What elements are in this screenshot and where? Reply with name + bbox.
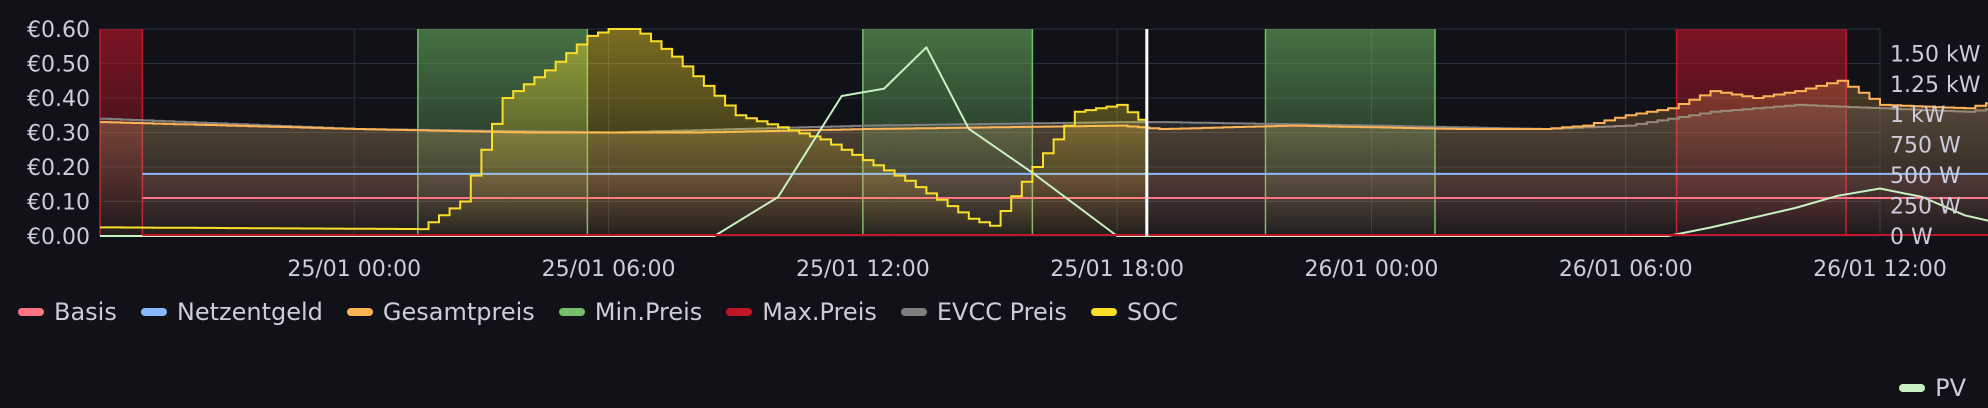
swatch-min-preis xyxy=(558,308,585,316)
y-right-tick-label: 250 W xyxy=(1890,195,1961,220)
swatch-max-preis xyxy=(726,308,753,316)
x-tick-label: 25/01 00:00 xyxy=(287,257,421,282)
y-left-tick-label: €0.10 xyxy=(27,191,90,216)
legend-pv[interactable]: PV xyxy=(1899,374,1966,402)
y-left-tick-label: €0.30 xyxy=(27,122,90,147)
swatch-basis xyxy=(18,308,44,316)
legend: Basis Netzentgeld Gesamtpreis Min.Preis … xyxy=(18,298,1178,326)
legend-label-evcc-preis: EVCC Preis xyxy=(936,298,1067,326)
swatch-netzentgeld xyxy=(140,308,167,316)
legend-label-min-preis: Min.Preis xyxy=(594,298,703,326)
y-left-tick-label: €0.20 xyxy=(27,156,90,181)
legend-label-gesamtpreis: Gesamtpreis xyxy=(382,298,535,326)
y-right-tick-label: 500 W xyxy=(1890,164,1961,189)
legend-label-max-preis: Max.Preis xyxy=(762,298,877,326)
legend-label-netzentgeld: Netzentgeld xyxy=(176,298,323,326)
y-right-tick-label: 1.25 kW xyxy=(1890,73,1981,98)
legend-label-pv: PV xyxy=(1935,374,1966,402)
legend-label-basis: Basis xyxy=(54,298,117,326)
x-tick-label: 25/01 18:00 xyxy=(1050,257,1184,282)
swatch-evcc-preis xyxy=(900,308,927,316)
legend-max-preis[interactable]: Max.Preis xyxy=(726,298,877,326)
y-right-tick-label: 0 W xyxy=(1890,225,1933,250)
legend-label-soc: SOC xyxy=(1126,298,1178,326)
soc-line xyxy=(100,28,1147,231)
y-left-tick-label: €0.40 xyxy=(27,87,90,112)
legend-soc[interactable]: SOC xyxy=(1090,298,1178,326)
y-right-tick-label: 750 W xyxy=(1890,134,1961,159)
swatch-gesamtpreis xyxy=(346,308,373,316)
legend-gesamtpreis[interactable]: Gesamtpreis xyxy=(346,298,535,326)
x-tick-label: 26/01 06:00 xyxy=(1559,257,1693,282)
swatch-pv xyxy=(1899,384,1926,392)
y-left-tick-label: €0.50 xyxy=(27,53,90,78)
soc-area xyxy=(100,29,1147,236)
y-right-tick-label: 1 kW xyxy=(1890,103,1946,128)
y-left-tick-label: €0.60 xyxy=(27,18,90,43)
legend-right: PV xyxy=(1899,374,1966,402)
legend-netzentgeld[interactable]: Netzentgeld xyxy=(140,298,323,326)
x-tick-label: 26/01 12:00 xyxy=(1813,257,1947,282)
chart-area: €0.00 €0.10 €0.20 €0.30 €0.40 €0.50 €0.60 0 W 25… xyxy=(27,18,1988,282)
x-tick-label: 25/01 06:00 xyxy=(542,257,676,282)
x-tick-label: 25/01 12:00 xyxy=(796,257,930,282)
gesamtpreis-line xyxy=(100,79,1988,134)
y-left-tick-label: €0.00 xyxy=(27,225,90,250)
y-right-tick-label: 1.50 kW xyxy=(1890,42,1981,67)
swatch-soc xyxy=(1090,308,1117,316)
legend-basis[interactable]: Basis xyxy=(18,298,117,326)
pv-line xyxy=(100,46,1988,237)
legend-evcc-preis[interactable]: EVCC Preis xyxy=(900,298,1067,326)
x-tick-label: 26/01 00:00 xyxy=(1305,257,1439,282)
legend-min-preis[interactable]: Min.Preis xyxy=(558,298,703,326)
